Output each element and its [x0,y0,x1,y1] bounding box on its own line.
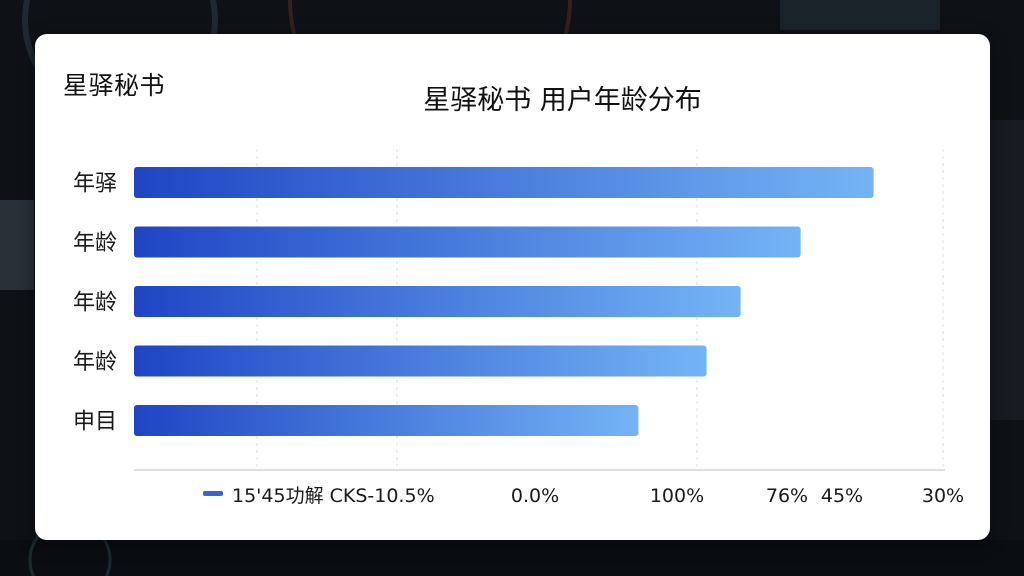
brand-logo-text: 星驿秘书 [63,71,166,100]
category-label: 年驿 [73,172,117,197]
x-tick-label: 0.0% [511,485,559,507]
bar [134,405,639,436]
legend-swatch [203,491,223,496]
bar [134,345,707,377]
legend-label: 15'45功解 CKS-10.5% [232,485,435,507]
category-label: 年龄 [73,350,117,375]
x-tick-label: 100% [650,485,704,507]
category-label: 申目 [73,410,117,435]
category-label: 年龄 [73,231,117,256]
legend: 15'45功解 CKS-10.5% [203,485,435,507]
category-label: 年龄 [73,291,117,316]
x-tick-label: 45% [821,485,863,507]
x-tick-label: 76% [766,485,808,507]
bar [134,286,741,317]
x-tick-labels: 0.0% 100% 76% 45% 30% [511,485,964,507]
chart-card: 星驿秘书 星驿秘书 用户年龄分布 年驿 年龄 年龄 年龄 申目 0.0% 100% 76% 4… [35,34,990,540]
chart-title: 星驿秘书 用户年龄分布 [423,85,702,116]
x-tick-label: 30% [922,485,964,507]
bar [134,167,874,198]
bars [134,167,874,436]
bar [134,226,801,258]
